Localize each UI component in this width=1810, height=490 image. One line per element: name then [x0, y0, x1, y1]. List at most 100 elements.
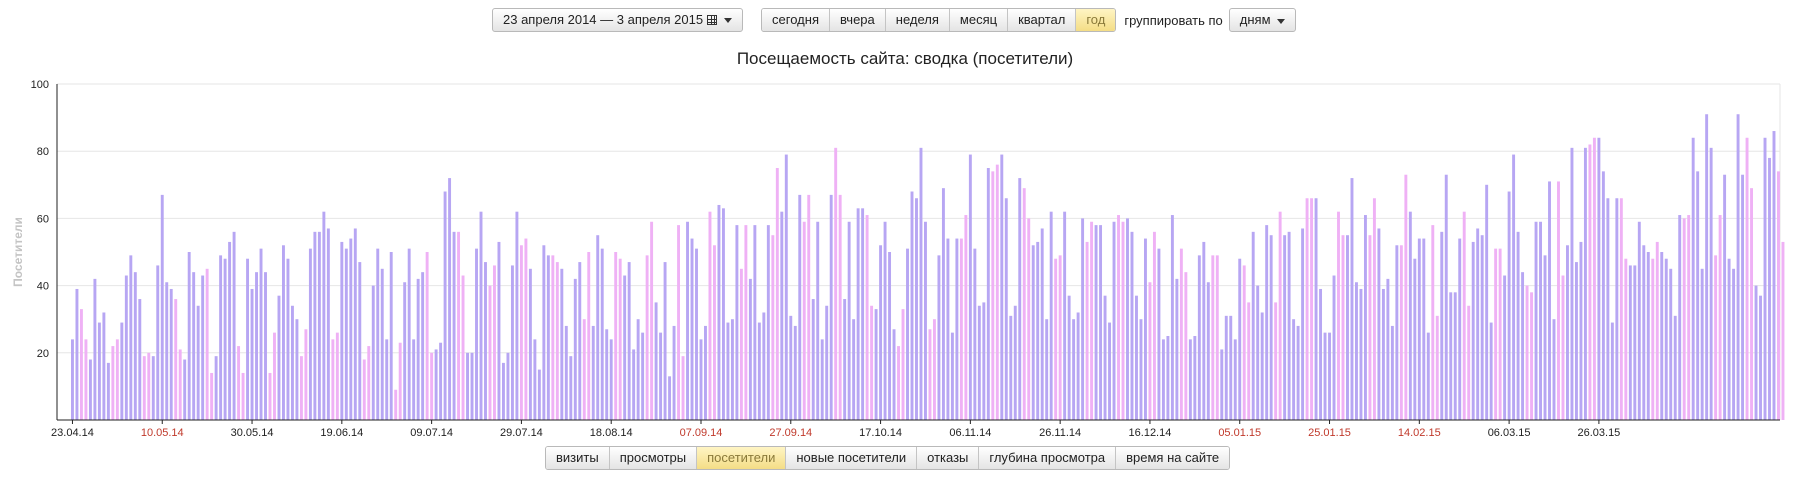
- bar: [1323, 332, 1327, 420]
- bar: [1471, 241, 1475, 420]
- bar: [295, 319, 299, 420]
- bar: [762, 312, 766, 420]
- bar: [1036, 241, 1040, 420]
- bar: [358, 262, 362, 420]
- bar: [798, 194, 802, 420]
- bar: [322, 211, 326, 420]
- bar: [596, 235, 600, 420]
- bar: [1458, 238, 1462, 420]
- bar: [479, 211, 483, 420]
- bar: [1390, 325, 1394, 420]
- metric-tab[interactable]: просмотры: [608, 447, 697, 469]
- bar: [784, 154, 788, 420]
- bar: [789, 315, 793, 420]
- bar: [524, 238, 528, 420]
- group-by-select[interactable]: дням: [1228, 8, 1297, 32]
- bar: [367, 346, 371, 420]
- bar: [430, 352, 434, 420]
- bar: [1170, 215, 1174, 420]
- bar: [591, 325, 595, 420]
- bar: [1157, 248, 1161, 420]
- bar: [1534, 221, 1538, 420]
- bar: [1404, 174, 1408, 420]
- bar: [1274, 302, 1278, 420]
- y-tick-label: 20: [37, 348, 49, 360]
- bar: [1247, 302, 1251, 420]
- bar: [174, 299, 178, 420]
- bar: [843, 299, 847, 420]
- bar: [1485, 184, 1489, 420]
- bar: [1099, 225, 1103, 420]
- bar: [1130, 231, 1134, 420]
- x-tick-label: 19.06.14: [320, 427, 363, 439]
- bar: [609, 339, 613, 420]
- bar: [1112, 221, 1116, 420]
- bar: [892, 329, 896, 420]
- bar: [1197, 255, 1201, 420]
- bar: [1081, 218, 1085, 420]
- period-button[interactable]: год: [1075, 9, 1116, 31]
- bar: [663, 262, 667, 420]
- bar: [205, 268, 209, 420]
- bar: [1319, 288, 1323, 420]
- bar: [861, 208, 865, 420]
- bar: [331, 339, 335, 420]
- bar: [1000, 154, 1004, 420]
- bar: [497, 241, 501, 420]
- metric-tab[interactable]: новые посетители: [785, 447, 917, 469]
- bar: [681, 356, 685, 420]
- bar: [88, 359, 92, 420]
- bar: [201, 275, 205, 420]
- metric-tab[interactable]: отказы: [916, 447, 979, 469]
- bar: [1076, 312, 1080, 420]
- bar: [1206, 282, 1210, 420]
- bar: [901, 309, 905, 420]
- bar: [273, 332, 276, 420]
- period-button[interactable]: месяц: [948, 9, 1008, 31]
- bar: [434, 349, 438, 420]
- period-button[interactable]: неделя: [884, 9, 949, 31]
- bar: [1727, 258, 1731, 420]
- bar: [151, 356, 155, 420]
- bar: [1224, 315, 1228, 420]
- y-tick-label: 100: [31, 79, 49, 91]
- bar: [304, 329, 308, 420]
- bar: [403, 282, 407, 420]
- bar: [739, 268, 743, 420]
- bar: [641, 332, 645, 420]
- bar: [380, 268, 384, 420]
- bar: [71, 339, 74, 420]
- bar: [1592, 137, 1596, 420]
- bar: [537, 369, 541, 420]
- metric-tab[interactable]: посетители: [696, 447, 786, 469]
- period-button[interactable]: квартал: [1007, 9, 1076, 31]
- metric-tab[interactable]: время на сайте: [1115, 447, 1230, 469]
- period-button[interactable]: вчера: [828, 9, 885, 31]
- date-range-button[interactable]: 23 апреля 2014 — 3 апреля 2015: [492, 8, 744, 32]
- period-button[interactable]: сегодня: [762, 9, 829, 31]
- bar: [1054, 258, 1058, 420]
- bar: [1723, 174, 1727, 420]
- bar: [1494, 248, 1498, 420]
- bar: [210, 372, 214, 420]
- bar: [1278, 211, 1282, 420]
- bar: [268, 372, 272, 420]
- metric-tab[interactable]: визиты: [546, 447, 609, 469]
- bar: [1215, 255, 1219, 420]
- bar: [1512, 154, 1516, 420]
- bar: [820, 339, 824, 420]
- bar: [924, 221, 927, 420]
- bar: [142, 356, 146, 420]
- bar: [326, 228, 330, 420]
- bar: [560, 268, 564, 420]
- bar: [79, 309, 83, 420]
- bar: [250, 288, 254, 420]
- bar: [133, 272, 137, 420]
- bar: [1211, 255, 1215, 420]
- bar: [1413, 258, 1417, 420]
- bar: [362, 359, 366, 420]
- bar: [659, 332, 663, 420]
- metric-tab[interactable]: глубина просмотра: [978, 447, 1116, 469]
- bar: [1467, 305, 1471, 420]
- bar: [1103, 295, 1107, 420]
